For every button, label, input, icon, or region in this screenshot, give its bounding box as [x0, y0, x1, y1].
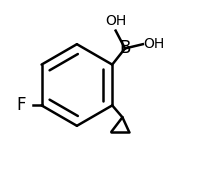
Text: OH: OH	[105, 14, 126, 28]
Text: OH: OH	[144, 37, 165, 51]
Text: B: B	[119, 39, 131, 57]
Text: F: F	[16, 96, 25, 114]
